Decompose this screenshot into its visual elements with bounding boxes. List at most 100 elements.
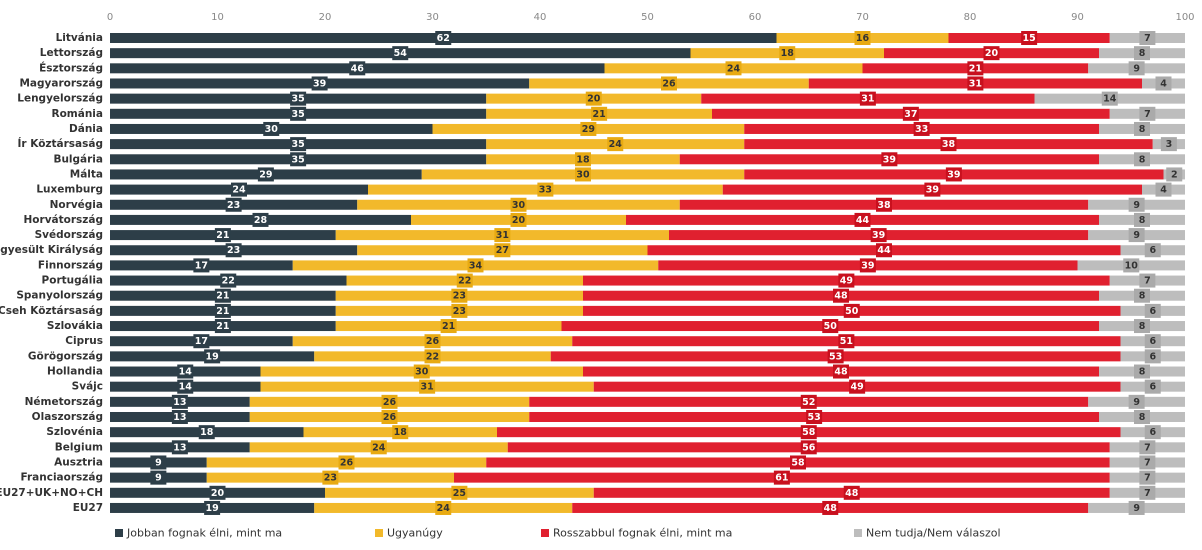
value-label: 26: [340, 457, 354, 468]
value-label: 22: [426, 351, 439, 362]
value-label: 38: [942, 139, 956, 150]
value-label-box: [854, 31, 871, 45]
value-label-box: [1160, 137, 1177, 152]
value-label-box: [1134, 410, 1150, 424]
value-label-box: [833, 364, 849, 379]
value-label-box: [209, 485, 226, 500]
value-label: 9: [1133, 230, 1140, 241]
value-label-box: [849, 379, 866, 394]
legend-swatch: [541, 529, 549, 537]
value-label-box: [225, 243, 242, 258]
value-label: 29: [582, 124, 595, 135]
value-label-box: [1123, 258, 1140, 273]
category-label: Belgium: [55, 441, 103, 453]
value-label: 52: [802, 397, 815, 408]
x-tick-label: 50: [641, 12, 654, 23]
value-label: 58: [791, 457, 805, 468]
value-label-box: [322, 470, 339, 485]
value-label-box: [419, 379, 436, 394]
value-label: 37: [904, 109, 917, 120]
value-label-box: [945, 167, 962, 182]
value-label-box: [204, 349, 221, 364]
value-label-box: [1128, 61, 1145, 76]
value-label: 19: [206, 351, 219, 362]
value-label: 50: [824, 321, 838, 332]
category-label: Spanyolország: [16, 290, 103, 302]
value-label: 22: [222, 276, 235, 287]
value-label: 56: [802, 442, 816, 453]
value-label-box: [1139, 106, 1156, 121]
value-label: 49: [851, 382, 864, 393]
value-label-box: [822, 500, 839, 515]
value-label-box: [1128, 500, 1145, 515]
value-label-box: [171, 410, 188, 424]
value-label: 30: [576, 169, 590, 180]
value-label: 31: [421, 382, 434, 393]
category-label: Magyarország: [19, 77, 103, 89]
category-label: Lengyelország: [17, 93, 103, 105]
value-label-box: [220, 273, 237, 288]
value-label: 35: [292, 94, 305, 105]
value-label-box: [1139, 31, 1156, 45]
value-label-box: [859, 258, 876, 273]
value-label: 18: [576, 154, 590, 165]
value-label-box: [263, 121, 280, 136]
value-label: 23: [453, 306, 466, 317]
value-label: 48: [824, 503, 838, 514]
value-label: 7: [1144, 457, 1151, 468]
value-label-box: [1139, 470, 1156, 485]
value-label-box: [575, 167, 591, 182]
value-label: 6: [1149, 351, 1156, 362]
value-label-box: [177, 379, 194, 394]
value-label-box: [510, 197, 527, 212]
category-label: Norvégia: [50, 199, 103, 211]
category-label: Luxemburg: [36, 184, 103, 196]
value-label-box: [1134, 364, 1150, 379]
value-label: 8: [1139, 124, 1146, 135]
value-label-box: [822, 319, 839, 334]
value-label: 23: [227, 200, 240, 211]
value-label: 24: [727, 63, 741, 74]
value-label: 61: [775, 473, 788, 484]
value-label-box: [1139, 455, 1156, 470]
value-label: 9: [155, 473, 162, 484]
value-label-box: [1144, 379, 1161, 394]
legend-swatch: [115, 529, 123, 537]
value-label-box: [214, 228, 231, 243]
value-label: 18: [200, 427, 214, 438]
value-label-box: [1139, 485, 1156, 500]
value-label-box: [392, 46, 409, 61]
value-label: 25: [453, 488, 466, 499]
value-label-box: [1134, 46, 1150, 61]
value-label-box: [843, 485, 860, 500]
value-label: 35: [292, 154, 305, 165]
category-label: Svédország: [35, 229, 103, 241]
value-label-box: [967, 76, 984, 91]
value-label-box: [451, 485, 468, 500]
value-label: 13: [173, 442, 186, 453]
value-label: 21: [593, 109, 606, 120]
value-label-box: [1144, 349, 1161, 364]
value-label: 21: [216, 321, 229, 332]
value-label-box: [725, 61, 742, 76]
value-label: 24: [609, 139, 623, 150]
value-label-box: [800, 425, 817, 440]
value-label-box: [806, 410, 823, 424]
value-label: 21: [216, 230, 229, 241]
value-label: 19: [206, 503, 219, 514]
value-label-box: [456, 273, 473, 288]
x-tick-label: 90: [1071, 12, 1084, 23]
value-label: 8: [1139, 367, 1146, 378]
value-label: 4: [1160, 78, 1167, 89]
value-label-box: [435, 500, 452, 515]
value-label: 2: [1171, 169, 1178, 180]
value-label: 53: [808, 412, 821, 423]
legend-label: Nem tudja/Nem válaszol: [866, 527, 1001, 540]
value-label: 26: [662, 78, 676, 89]
value-label: 30: [265, 124, 279, 135]
value-label: 18: [781, 48, 795, 59]
value-label-box: [214, 303, 231, 318]
value-label-box: [311, 76, 328, 91]
value-label: 31: [496, 230, 509, 241]
value-label: 49: [840, 276, 853, 287]
